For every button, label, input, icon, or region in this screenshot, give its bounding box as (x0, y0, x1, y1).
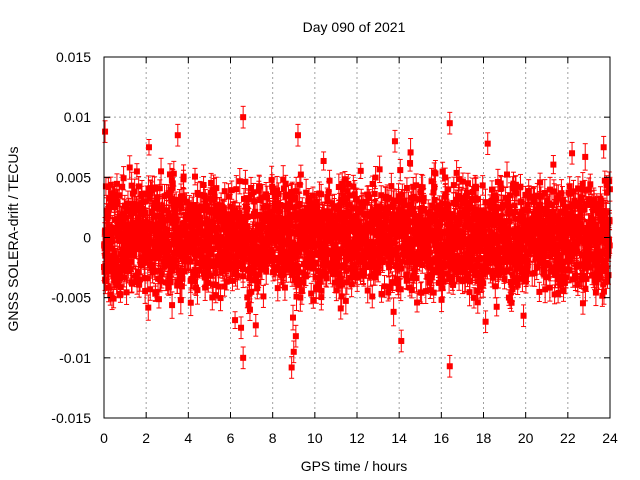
data-point (397, 158, 404, 182)
data-point (256, 175, 263, 198)
data-point (232, 311, 239, 330)
x-tick-label: 16 (434, 430, 450, 446)
data-point (438, 287, 445, 313)
data-point (240, 105, 247, 129)
chart-title: Day 090 of 2021 (303, 19, 406, 35)
data-point (145, 139, 152, 156)
x-tick-label: 2 (142, 430, 150, 446)
data-point (446, 354, 453, 378)
y-tick-label: 0.01 (64, 109, 91, 125)
data-point (357, 162, 364, 179)
x-tick-label: 0 (100, 430, 108, 446)
x-tick-label: 6 (227, 430, 235, 446)
x-tick-label: 24 (602, 430, 618, 446)
data-point (173, 191, 180, 208)
data-point (136, 271, 143, 298)
y-tick-label: -0.015 (51, 410, 91, 426)
data-point (147, 277, 154, 301)
data-point (482, 310, 489, 334)
data-point (600, 135, 607, 159)
y-axis-label: GNSS SOLERA-drift / TECUs (5, 147, 21, 332)
data-point (479, 175, 486, 196)
data-point (484, 132, 491, 155)
data-point (289, 304, 296, 331)
data-point (599, 284, 606, 307)
x-tick-label: 10 (307, 430, 323, 446)
data-point (158, 157, 165, 185)
data-point (238, 316, 245, 340)
data-point (297, 164, 304, 185)
data-point (294, 123, 301, 147)
data-point (102, 120, 109, 143)
y-tick-label: 0.005 (56, 169, 91, 185)
data-point (169, 291, 176, 319)
data-point (550, 155, 557, 175)
data-point (177, 285, 184, 315)
x-tick-label: 14 (391, 430, 407, 446)
y-tick-label: -0.01 (59, 350, 91, 366)
data-point (407, 154, 414, 172)
data-point (582, 143, 589, 171)
data-point (320, 151, 327, 171)
data-point (252, 314, 259, 337)
x-tick-label: 22 (560, 430, 576, 446)
x-tick-label: 8 (269, 430, 277, 446)
data-point (123, 279, 130, 305)
y-tick-label: -0.005 (51, 290, 91, 306)
x-tick-label: 20 (518, 430, 534, 446)
data-point (391, 129, 398, 153)
y-tick-label: 0 (83, 230, 91, 246)
data-points (101, 105, 613, 379)
data-point (174, 123, 181, 147)
data-point (493, 297, 500, 317)
data-point (180, 164, 187, 189)
data-point (569, 141, 576, 165)
data-point (446, 111, 453, 135)
data-point (170, 160, 177, 187)
data-point (297, 283, 304, 312)
data-point (260, 284, 267, 308)
data-point (537, 172, 544, 193)
x-tick-label: 18 (476, 430, 492, 446)
data-point (240, 346, 247, 370)
x-tick-label: 4 (184, 430, 192, 446)
data-point (390, 297, 397, 327)
data-point (152, 283, 159, 302)
x-axis-label: GPS time / hours (301, 458, 408, 474)
x-tick-label: 12 (349, 430, 365, 446)
y-tick-label: 0.015 (56, 49, 91, 65)
data-point (120, 166, 127, 191)
